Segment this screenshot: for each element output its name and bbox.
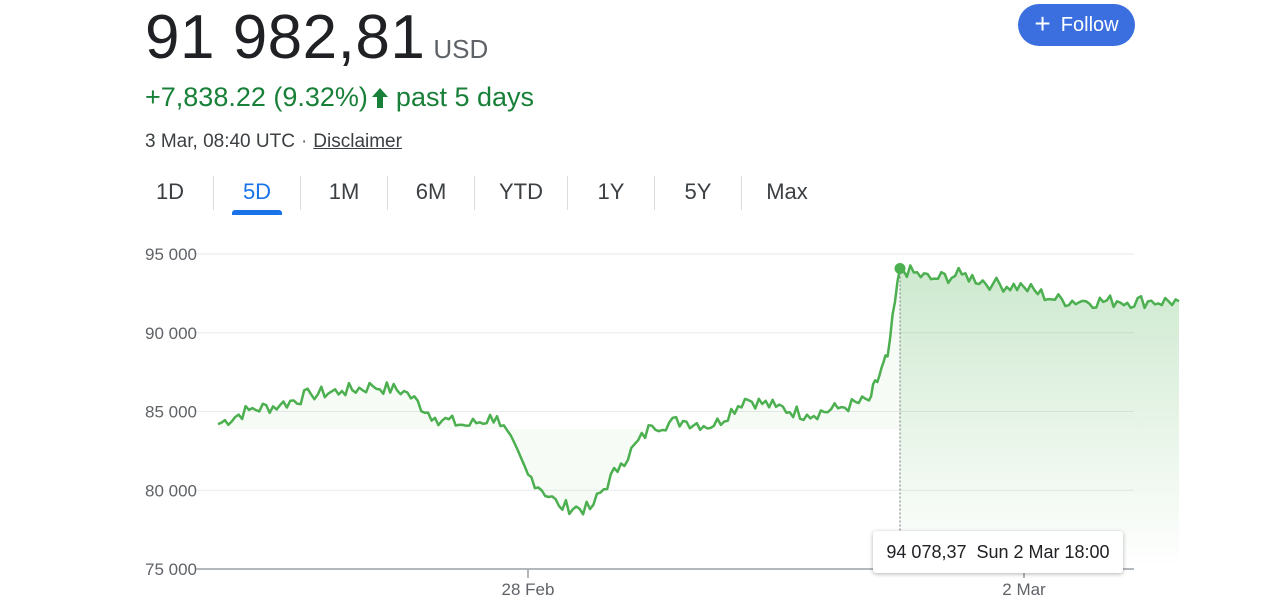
tab-5d[interactable]: 5D	[214, 174, 300, 210]
y-tick-label: 75 000	[145, 560, 197, 579]
series-area-faint	[218, 268, 900, 515]
follow-button[interactable]: + Follow	[1018, 4, 1135, 46]
tab-divider	[300, 176, 301, 210]
plus-icon: +	[1034, 8, 1051, 39]
highlight-point	[894, 263, 906, 275]
currency-label: USD	[433, 34, 489, 64]
quote-meta: 3 Mar, 08:40 UTC · Disclaimer	[145, 131, 402, 153]
tab-divider	[654, 176, 655, 210]
tab-divider	[387, 176, 388, 210]
tooltip-value: 94 078,37	[886, 541, 967, 562]
tab-1m[interactable]: 1M	[328, 179, 360, 204]
current-price: 91 982,81	[145, 3, 426, 72]
tab-5y[interactable]: 5Y	[684, 179, 712, 204]
tab-6m[interactable]: 6M	[415, 179, 447, 204]
y-tick-label: 85 000	[145, 403, 197, 422]
follow-label: Follow	[1060, 13, 1119, 36]
tab-divider	[567, 176, 568, 210]
y-tick-label: 90 000	[145, 324, 197, 343]
series-line	[217, 264, 1180, 516]
tab-ytd[interactable]: YTD	[499, 179, 543, 204]
y-tick-label: 95 000	[145, 245, 197, 264]
x-tick-label: 2 Mar	[1002, 580, 1046, 599]
disclaimer-link[interactable]: Disclaimer	[313, 131, 402, 152]
tab-divider	[474, 176, 475, 210]
meta-separator: ·	[300, 131, 308, 152]
tab-max[interactable]: Max	[766, 179, 808, 204]
change-period: past 5 days	[395, 82, 535, 112]
y-tick-label: 80 000	[145, 481, 197, 500]
arrow-up-icon	[371, 87, 388, 108]
price-chart[interactable]: 95 000 90 000 85 000 80 000 75 000 28 Feb 2 Ma…	[0, 230, 1280, 611]
chart-tooltip: 94 078,37 Sun 2 Mar 18:00	[873, 531, 1123, 573]
tab-1y[interactable]: 1Y	[597, 179, 625, 204]
x-tick-label: 28 Feb	[502, 580, 555, 599]
series-area	[900, 265, 1179, 569]
price-header: 91 982,81 USD	[145, 2, 488, 73]
tab-divider	[741, 176, 742, 210]
change-value: +7,838.22 (9.32%)	[145, 82, 368, 112]
price-change: +7,838.22 (9.32%) past 5 days	[145, 82, 534, 113]
tab-1d[interactable]: 1D	[155, 179, 185, 204]
timestamp: 3 Mar, 08:40 UTC	[145, 131, 295, 152]
range-tabs: 1D 5D 1M 6M YTD 1Y 5Y Max	[127, 174, 832, 216]
tooltip-time: Sun 2 Mar 18:00	[976, 541, 1110, 562]
